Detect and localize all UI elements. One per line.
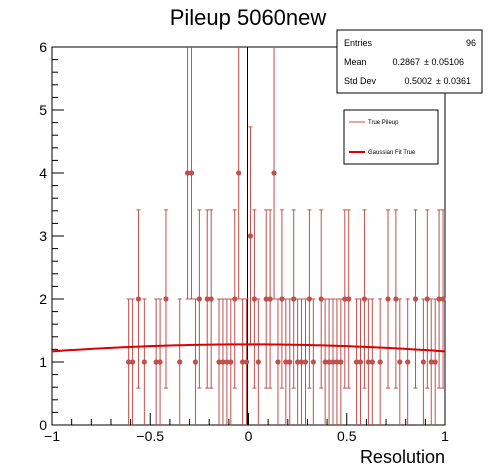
data-point [267,296,273,302]
y-tick-label: 3 [39,228,47,244]
data-point [306,296,313,302]
data-point [243,359,250,365]
chart-title: Pileup 5060new [170,5,327,30]
data-point [432,359,438,365]
data-point [228,359,234,365]
data-point [405,359,411,365]
gaussian-fit-curve [51,343,446,353]
data-point [208,296,214,302]
y-axis-ticks [52,46,64,426]
data-point [420,359,426,365]
error-bars [126,47,446,425]
y-tick-label: 0 [39,417,47,433]
stats-stddev-value: 0.5002 [404,76,432,86]
data-point [141,359,147,365]
data-point [369,359,375,365]
x-tick-label: 1 [441,428,449,444]
data-point [157,359,163,365]
legend-gaussian-fit-label: Gaussian Fit True [368,150,416,156]
data-point [204,296,210,302]
data-point [338,359,344,365]
stats-mean-value: 0.2867 [392,57,420,67]
data-point [184,170,191,176]
data-point [361,296,368,302]
data-point [365,359,371,365]
y-tick-label: 6 [39,39,47,55]
data-point [322,359,328,365]
data-point [126,359,132,365]
y-tick-label: 1 [39,354,47,370]
data-point [393,296,399,302]
data-point [263,296,269,302]
stats-stddev-label: Std Dev [344,76,377,86]
x-tick-label: −1 [44,428,60,444]
data-point [247,233,254,239]
stats-box: Entries 96 Mean 0.2867 ± 0.05106 Std Dev… [336,29,483,94]
data-point [251,296,257,302]
data-point [330,359,336,365]
stats-mean-error: ± 0.05106 [424,57,464,67]
data-point [153,359,159,365]
data-point [342,296,348,302]
data-point [287,359,293,365]
data-point [220,359,226,365]
data-point [135,296,142,302]
stats-mean-label: Mean [344,57,367,67]
y-axis-tick-labels: 0 1 2 3 4 5 6 [39,39,47,433]
data-point [196,296,202,302]
data-point [436,296,442,302]
data-point [232,296,238,302]
data-point [353,359,360,365]
data-point [310,359,316,365]
y-tick-label: 2 [39,291,47,307]
x-tick-label: 0.5 [337,428,357,444]
data-point [240,359,246,365]
data-point [326,359,332,365]
data-point [236,170,242,176]
data-point [412,296,419,302]
data-point [163,296,169,302]
data-point [385,296,391,302]
x-tick-label: 0 [245,428,253,444]
legend-true-pileup-label: True Pileup [368,120,399,126]
data-point [440,296,446,302]
data-point [188,170,195,176]
stats-box-frame [336,29,483,94]
data-point [255,359,261,365]
data-point [298,359,305,365]
data-points [126,170,446,365]
data-point [397,359,403,365]
legend: True Pileup Gaussian Fit True [343,109,439,165]
stats-stddev-error: ± 0.0361 [436,76,471,86]
data-point [275,359,281,365]
data-point [302,359,309,365]
data-point [424,296,430,302]
data-point [357,359,364,365]
data-point [377,359,383,365]
x-axis-ticks [51,413,446,425]
data-point [346,296,352,302]
legend-frame [343,109,439,165]
data-point [283,359,289,365]
x-axis-tick-labels: −1 −0.5 0 0.5 1 [44,428,449,444]
data-point [334,359,340,365]
data-point [291,296,297,302]
data-point [177,359,183,365]
data-point [129,359,136,365]
data-point [216,359,222,365]
x-axis-title: Resolution [360,447,445,467]
stats-entries-label: Entries [344,38,373,48]
data-point [295,359,301,365]
x-tick-label: −0.5 [136,428,164,444]
data-point [192,359,199,365]
y-tick-label: 4 [39,165,47,181]
y-tick-label: 5 [39,102,47,118]
stats-entries-value: 96 [466,38,476,48]
data-point [318,296,324,302]
data-point [271,170,277,176]
data-point [428,359,434,365]
data-point [279,296,285,302]
data-point [224,359,230,365]
